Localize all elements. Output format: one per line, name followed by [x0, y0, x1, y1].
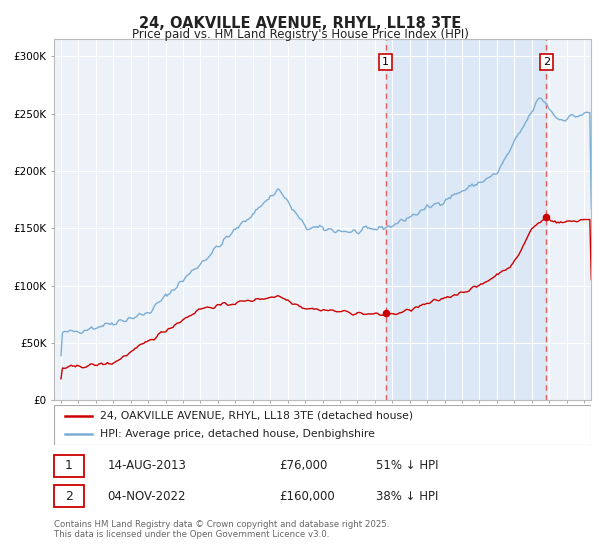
- Text: 04-NOV-2022: 04-NOV-2022: [108, 489, 186, 502]
- Point: [381, 309, 391, 318]
- FancyBboxPatch shape: [54, 485, 83, 507]
- FancyBboxPatch shape: [54, 455, 83, 477]
- Text: Price paid vs. HM Land Registry's House Price Index (HPI): Price paid vs. HM Land Registry's House …: [131, 28, 469, 41]
- Text: 51% ↓ HPI: 51% ↓ HPI: [376, 460, 439, 473]
- Text: 24, OAKVILLE AVENUE, RHYL, LL18 3TE: 24, OAKVILLE AVENUE, RHYL, LL18 3TE: [139, 16, 461, 31]
- Text: £160,000: £160,000: [280, 489, 335, 502]
- Text: £76,000: £76,000: [280, 460, 328, 473]
- Text: HPI: Average price, detached house, Denbighshire: HPI: Average price, detached house, Denb…: [100, 430, 374, 439]
- Text: 1: 1: [65, 460, 73, 473]
- Point: [542, 212, 551, 221]
- Text: 2: 2: [65, 489, 73, 502]
- Text: 1: 1: [382, 57, 389, 67]
- Text: 24, OAKVILLE AVENUE, RHYL, LL18 3TE (detached house): 24, OAKVILLE AVENUE, RHYL, LL18 3TE (det…: [100, 411, 413, 421]
- Bar: [386, 39, 547, 400]
- Text: 2: 2: [543, 57, 550, 67]
- Text: Contains HM Land Registry data © Crown copyright and database right 2025.
This d: Contains HM Land Registry data © Crown c…: [54, 520, 389, 539]
- Text: 14-AUG-2013: 14-AUG-2013: [108, 460, 187, 473]
- Text: 38% ↓ HPI: 38% ↓ HPI: [376, 489, 439, 502]
